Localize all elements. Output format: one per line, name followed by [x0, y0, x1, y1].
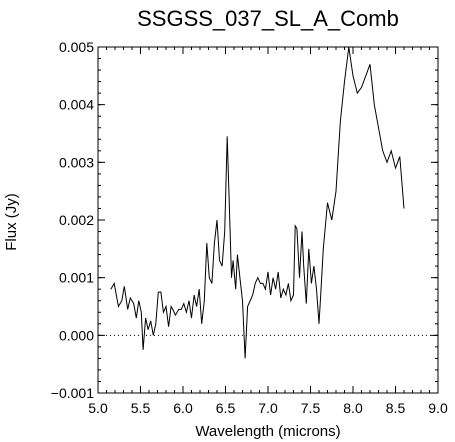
x-tick-label: 8.0 — [343, 400, 363, 416]
y-tick-label: −0.001 — [51, 385, 94, 401]
x-tick-label: 6.5 — [216, 400, 236, 416]
x-tick-label: 5.0 — [88, 400, 108, 416]
x-tick-label: 6.0 — [173, 400, 193, 416]
y-tick-label: 0.000 — [59, 327, 94, 343]
y-tick-label: 0.005 — [59, 39, 94, 55]
series-line — [110, 46, 405, 359]
y-axis-label: Flux (Jy) — [3, 193, 20, 251]
chart-title: SSGSS_037_SL_A_Comb — [137, 6, 399, 31]
x-tick-label: 7.0 — [258, 400, 278, 416]
y-tick-label: 0.001 — [59, 270, 94, 286]
x-tick-label: 8.5 — [386, 400, 406, 416]
x-tick-label: 9.0 — [428, 400, 448, 416]
y-tick-label: 0.003 — [59, 154, 94, 170]
y-tick-label: 0.004 — [59, 97, 94, 113]
plot-area: 5.0 5.5 6.0 6.5 7.0 7.5 8.0 8.5 9.0 −0.001 0.000 0.… — [51, 39, 448, 416]
x-tick-label: 5.5 — [131, 400, 151, 416]
y-tick-label: 0.002 — [59, 212, 94, 228]
x-tick-label: 7.5 — [301, 400, 321, 416]
x-axis-label: Wavelength (microns) — [195, 423, 340, 440]
plot-frame — [97, 46, 439, 394]
